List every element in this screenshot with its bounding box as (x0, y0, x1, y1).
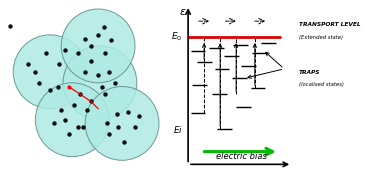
Text: TRANSPORT LEVEL: TRANSPORT LEVEL (299, 22, 361, 27)
Text: $\varepsilon$: $\varepsilon$ (179, 7, 187, 17)
Text: $E_0$: $E_0$ (172, 31, 183, 43)
Text: (Extended state): (Extended state) (299, 35, 343, 39)
Circle shape (13, 35, 87, 109)
Text: (localised states): (localised states) (299, 82, 344, 87)
Circle shape (61, 9, 135, 83)
Text: $Ei$: $Ei$ (173, 124, 183, 135)
Text: electric bias: electric bias (216, 152, 267, 161)
Text: TRAPS: TRAPS (299, 70, 321, 75)
Circle shape (63, 46, 137, 120)
Circle shape (36, 83, 109, 157)
Circle shape (85, 86, 159, 160)
